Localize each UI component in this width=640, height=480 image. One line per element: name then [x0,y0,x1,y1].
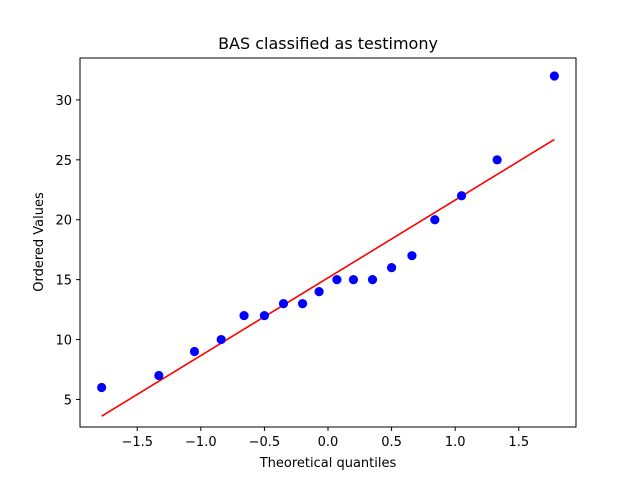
data-point [386,263,397,273]
data-point [456,191,467,201]
fit-line-layer [101,138,555,417]
data-point [278,299,289,309]
x-tick-label: 1.5 [508,435,529,450]
data-point [367,275,378,285]
data-point [430,215,440,225]
data-point [259,310,270,321]
x-tick-label: 1.0 [445,435,466,450]
data-point [314,287,324,297]
data-point [407,251,417,261]
data-point [492,155,502,165]
data-point [239,310,249,321]
y-tick-label: 5 [64,393,72,408]
x-tick-label: −0.5 [249,435,281,450]
data-point [348,275,359,285]
data-point [97,382,107,393]
data-point [189,346,200,357]
y-tick-label: 20 [55,214,72,229]
data-point [332,275,342,285]
y-tick-label: 30 [55,94,72,109]
data-point [549,71,559,81]
y-tick-label: 10 [55,334,72,349]
y-axis-label: Ordered Values [32,192,47,292]
x-tick-label: −1.5 [121,435,153,450]
data-point [216,334,226,345]
x-axis-ticks: −1.5 −1.0 −0.5 0.0 0.5 1.0 1.5 [121,427,529,450]
fit-line [101,138,555,417]
x-tick-label: 0.5 [381,435,402,450]
x-tick-label: 0.0 [318,435,339,450]
data-point [154,370,164,381]
y-axis-ticks: 5 10 15 20 25 30 [55,94,80,408]
x-axis-label: Theoretical quantiles [259,456,397,471]
y-tick-label: 25 [55,154,72,169]
chart-title: BAS classified as testimony [218,34,438,53]
data-point [297,299,308,309]
data-points [97,71,559,393]
x-tick-label: −1.0 [185,435,217,450]
plot-area [79,57,577,428]
y-tick-label: 15 [55,274,72,289]
